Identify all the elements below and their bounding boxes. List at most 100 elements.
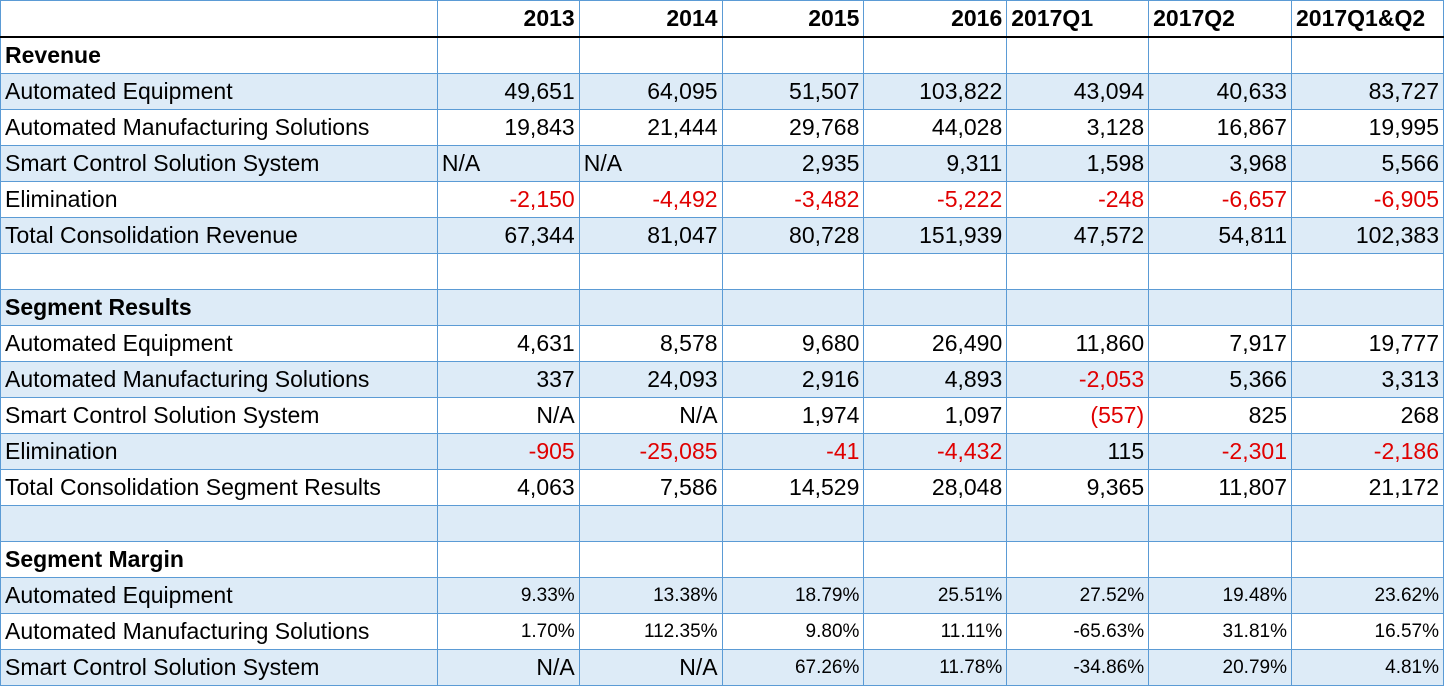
value-cell: -5,222 [863,181,1008,218]
row-label: Automated Equipment [0,577,438,614]
empty-cell [721,289,865,326]
table-row: Elimination -905 -25,085 -41 -4,432 115 -2,301… [0,433,1444,470]
value-cell: 9,680 [721,325,865,362]
value-cell: -2,301 [1148,433,1292,470]
value-cell: 19.48% [1148,577,1292,614]
section-title: Segment Results [0,289,438,326]
value-cell: 151,939 [863,217,1008,254]
empty-cell [1006,36,1150,74]
blank-row [0,253,1444,290]
empty-cell [1290,36,1444,74]
value-cell: 3,968 [1148,145,1292,182]
value-cell: 67,344 [436,217,580,254]
table-row: Automated Manufacturing Solutions 1.70% 11… [0,613,1444,650]
value-cell: 1,974 [721,397,865,434]
empty-cell [1148,36,1292,74]
row-label [0,253,438,290]
header-row: 2013 2014 2015 2016 2017Q1 2017Q2 2017Q1&Q2 [0,0,1444,38]
value-cell: 3,128 [1006,109,1150,146]
value-cell: -2,053 [1006,361,1150,398]
empty-cell [721,541,865,578]
value-cell: 2,935 [721,145,865,182]
value-cell: -2,186 [1290,433,1444,470]
value-cell: 5,366 [1148,361,1292,398]
value-cell: 40,633 [1148,73,1292,110]
empty-cell [578,36,723,74]
table-row: Total Consolidation Revenue 67,344 81,047 8… [0,217,1444,254]
value-cell: 14,529 [721,469,865,506]
empty-cell [1148,505,1292,542]
value-cell: 3,313 [1290,361,1444,398]
column-header: 2017Q1 [1006,0,1150,38]
section-title: Segment Margin [0,541,438,578]
value-cell: -3,482 [721,181,865,218]
row-label: Elimination [0,181,438,218]
value-cell: 21,444 [578,109,723,146]
section-title: Revenue [0,36,438,74]
empty-cell [1006,253,1150,290]
table-row: Elimination -2,150 -4,492 -3,482 -5,222 -248-… [0,181,1444,218]
value-cell: 16.57% [1290,613,1444,650]
empty-cell [578,289,723,326]
table-row: Total Consolidation Segment Results 4,063… [0,469,1444,506]
value-cell: -4,492 [578,181,723,218]
value-cell: 29,768 [721,109,865,146]
table-row: Automated Manufacturing Solutions 19,843 2… [0,109,1444,146]
value-cell: 21,172 [1290,469,1444,506]
section-header-row: Segment Results [0,289,1444,326]
value-cell: 268 [1290,397,1444,434]
empty-cell [863,36,1008,74]
value-cell: 19,843 [436,109,580,146]
value-cell: 28,048 [863,469,1008,506]
value-cell: 5,566 [1290,145,1444,182]
value-cell: N/A [436,397,580,434]
row-label: Automated Manufacturing Solutions [0,613,438,650]
empty-cell [578,505,723,542]
empty-cell [436,36,580,74]
table-row: Automated Equipment 4,631 8,578 9,680 26,490… [0,325,1444,362]
value-cell: 11.78% [863,649,1008,686]
value-cell: -4,432 [863,433,1008,470]
column-header: 2017Q1&Q2 [1290,0,1444,38]
value-cell: N/A [436,649,580,686]
empty-cell [1290,289,1444,326]
value-cell: -2,150 [436,181,580,218]
value-cell: 23.62% [1290,577,1444,614]
value-cell: -25,085 [578,433,723,470]
value-cell: 11.11% [863,613,1008,650]
value-cell: 54,811 [1148,217,1292,254]
table-row: Smart Control Solution System N/A N/A 67.26… [0,649,1444,686]
empty-cell [1290,253,1444,290]
value-cell: -65.63% [1006,613,1150,650]
row-label: Smart Control Solution System [0,397,438,434]
value-cell: (557) [1006,397,1150,434]
value-cell: N/A [436,145,580,182]
value-cell: 1.70% [436,613,580,650]
table-row: Smart Control Solution System N/A N/A 1,974… [0,397,1444,434]
table-row: Automated Equipment 49,651 64,095 51,507 103… [0,73,1444,110]
value-cell: 9.33% [436,577,580,614]
table-row: Smart Control Solution System N/A N/A 2,935… [0,145,1444,182]
value-cell: 115 [1006,433,1150,470]
column-header: 2017Q2 [1148,0,1292,38]
empty-cell [578,253,723,290]
value-cell: 26,490 [863,325,1008,362]
empty-cell [863,541,1008,578]
value-cell: 8,578 [578,325,723,362]
column-header: 2013 [436,0,580,38]
value-cell: -905 [436,433,580,470]
empty-cell [436,541,580,578]
value-cell: 7,917 [1148,325,1292,362]
value-cell: 18.79% [721,577,865,614]
row-label [0,505,438,542]
value-cell: 9.80% [721,613,865,650]
value-cell: 13.38% [578,577,723,614]
value-cell: 4,063 [436,469,580,506]
empty-cell [1006,541,1150,578]
table-row: Automated Equipment 9.33% 13.38% 18.79% 25.5… [0,577,1444,614]
value-cell: 102,383 [1290,217,1444,254]
value-cell: 81,047 [578,217,723,254]
empty-cell [863,253,1008,290]
value-cell: 825 [1148,397,1292,434]
value-cell: -6,905 [1290,181,1444,218]
